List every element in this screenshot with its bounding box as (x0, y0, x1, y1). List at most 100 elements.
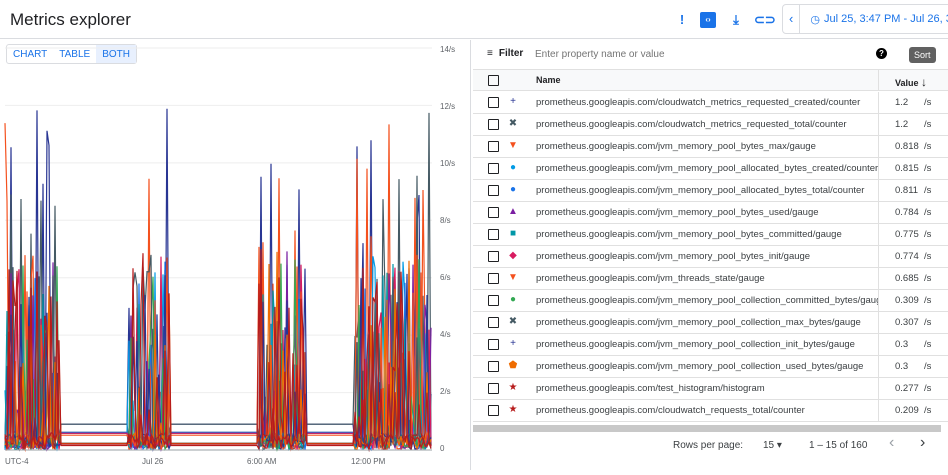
view-table-button[interactable]: TABLE (59, 49, 91, 60)
row-checkbox[interactable] (488, 295, 499, 306)
series-marker-icon: ◆ (509, 250, 517, 261)
metric-value: 0.775/s (878, 224, 948, 245)
help-icon[interactable]: ? (876, 48, 887, 59)
value-column-header[interactable]: Value ↓ (878, 70, 948, 90)
download-icon[interactable]: ⤓ (733, 12, 739, 27)
next-page-button[interactable]: › (920, 434, 926, 451)
arrow-down-icon: ↓ (921, 75, 928, 89)
series-marker-icon: ■ (509, 228, 517, 239)
y-tick: 4/s (440, 330, 451, 339)
table-row[interactable]: ● prometheus.googleapis.com/jvm_memory_p… (473, 180, 948, 202)
row-checkbox[interactable] (488, 251, 499, 262)
clock-icon: ◷ (810, 13, 821, 26)
table-row[interactable]: ★ prometheus.googleapis.com/test_histogr… (473, 378, 948, 400)
metric-value: 0.209/s (878, 400, 948, 421)
page-title: Metrics explorer (10, 10, 131, 29)
chevron-left-icon[interactable]: ‹ (783, 5, 801, 33)
value-column-label: Value (895, 78, 919, 88)
table-header: Name Value ↓ (473, 69, 948, 91)
series-marker-icon: + (510, 96, 516, 107)
metric-value: 0.818/s (878, 136, 948, 157)
row-checkbox[interactable] (488, 317, 499, 328)
row-checkbox[interactable] (488, 273, 499, 284)
metric-name: prometheus.googleapis.com/jvm_threads_st… (536, 273, 765, 284)
metric-name: prometheus.googleapis.com/jvm_memory_poo… (536, 251, 811, 262)
time-range-picker[interactable]: ‹ ◷ Jul 25, 3:47 PM - Jul 26, 3:4 (782, 4, 948, 34)
row-checkbox[interactable] (488, 163, 499, 174)
code-icon[interactable]: ‹› (700, 12, 716, 28)
series-marker-icon: ★ (508, 382, 518, 393)
table-row[interactable]: ■ prometheus.googleapis.com/jvm_memory_p… (473, 224, 948, 246)
series-marker-icon: ⬟ (508, 360, 518, 371)
metric-value: 0.784/s (878, 202, 948, 223)
series-marker-icon: ● (509, 162, 517, 173)
series-marker-icon: ● (509, 294, 517, 305)
feedback-icon[interactable]: ! (679, 12, 685, 27)
metric-name: prometheus.googleapis.com/jvm_memory_poo… (536, 141, 816, 152)
link-icon[interactable]: ⊂⊃ (754, 12, 776, 27)
filter-label: Filter (498, 48, 524, 59)
series-marker-icon: ✖ (508, 316, 518, 327)
row-checkbox[interactable] (488, 383, 499, 394)
x-tick: 12:00 PM (351, 457, 386, 466)
table-panel: ≡ Filter ? Sort Name Value ↓ + prometheus… (473, 40, 948, 475)
metric-name: prometheus.googleapis.com/jvm_memory_poo… (536, 295, 878, 306)
prev-page-button[interactable]: ‹ (889, 434, 895, 451)
table-row[interactable]: ✖ prometheus.googleapis.com/jvm_memory_p… (473, 312, 948, 334)
metric-name: prometheus.googleapis.com/jvm_memory_poo… (536, 361, 864, 372)
table-row[interactable]: + prometheus.googleapis.com/jvm_memory_p… (473, 334, 948, 356)
row-checkbox[interactable] (488, 119, 499, 130)
table-row[interactable]: ▼ prometheus.googleapis.com/jvm_memory_p… (473, 136, 948, 158)
metric-value: 0.307/s (878, 312, 948, 333)
table-row[interactable]: ● prometheus.googleapis.com/jvm_memory_p… (473, 290, 948, 312)
select-all-checkbox[interactable] (488, 75, 499, 86)
table-row[interactable]: ▼ prometheus.googleapis.com/jvm_threads_… (473, 268, 948, 290)
filter-input[interactable] (535, 49, 835, 60)
table-row[interactable]: + prometheus.googleapis.com/cloudwatch_m… (473, 92, 948, 114)
sort-tooltip: Sort (909, 47, 936, 63)
row-checkbox[interactable] (488, 339, 499, 350)
horizontal-scrollbar[interactable] (473, 425, 941, 432)
table-row[interactable]: ▲ prometheus.googleapis.com/jvm_memory_p… (473, 202, 948, 224)
series-line (4, 249, 432, 453)
series-marker-icon: ✖ (508, 118, 518, 129)
y-tick: 6/s (440, 273, 451, 282)
row-checkbox[interactable] (488, 97, 499, 108)
table-row[interactable]: ⬟ prometheus.googleapis.com/jvm_memory_p… (473, 356, 948, 378)
chart-panel: CHART TABLE BOTH (0, 40, 471, 470)
series-marker-icon: ● (509, 184, 517, 195)
series-line (4, 267, 432, 451)
y-tick: 8/s (440, 216, 451, 225)
view-both-button[interactable]: BOTH (96, 45, 136, 63)
metric-name: prometheus.googleapis.com/test_histogram… (536, 383, 765, 394)
row-checkbox[interactable] (488, 185, 499, 196)
metric-value: 0.774/s (878, 246, 948, 267)
view-chart-button[interactable]: CHART (13, 49, 48, 60)
x-tick: Jul 26 (142, 457, 164, 466)
row-checkbox[interactable] (488, 141, 499, 152)
row-checkbox[interactable] (488, 229, 499, 240)
x-tick: UTC-4 (5, 457, 29, 466)
series-line (4, 254, 432, 453)
metric-name: prometheus.googleapis.com/jvm_memory_poo… (536, 163, 878, 174)
metric-name: prometheus.googleapis.com/jvm_memory_poo… (536, 207, 819, 218)
table-row[interactable]: ★ prometheus.googleapis.com/cloudwatch_r… (473, 400, 948, 422)
metric-value: 0.685/s (878, 268, 948, 289)
table-row[interactable]: ● prometheus.googleapis.com/jvm_memory_p… (473, 158, 948, 180)
view-toggle: CHART TABLE BOTH (6, 44, 137, 64)
table-row[interactable]: ◆ prometheus.googleapis.com/jvm_memory_p… (473, 246, 948, 268)
y-tick: 2/s (440, 387, 451, 396)
metrics-chart[interactable] (0, 40, 470, 470)
table-row[interactable]: ✖ prometheus.googleapis.com/cloudwatch_m… (473, 114, 948, 136)
row-checkbox[interactable] (488, 361, 499, 372)
filter[interactable]: ≡ Filter (487, 48, 523, 59)
metric-value: 0.277/s (878, 378, 948, 399)
metric-name: prometheus.googleapis.com/cloudwatch_met… (536, 119, 847, 130)
name-column-header[interactable]: Name (536, 75, 561, 85)
metric-name: prometheus.googleapis.com/jvm_memory_poo… (536, 339, 855, 350)
row-checkbox[interactable] (488, 207, 499, 218)
metric-value: 1.2/s (878, 114, 948, 135)
row-checkbox[interactable] (488, 405, 499, 416)
y-tick: 10/s (440, 159, 456, 168)
rows-per-page-select[interactable]: 15 ▾ (763, 440, 782, 451)
